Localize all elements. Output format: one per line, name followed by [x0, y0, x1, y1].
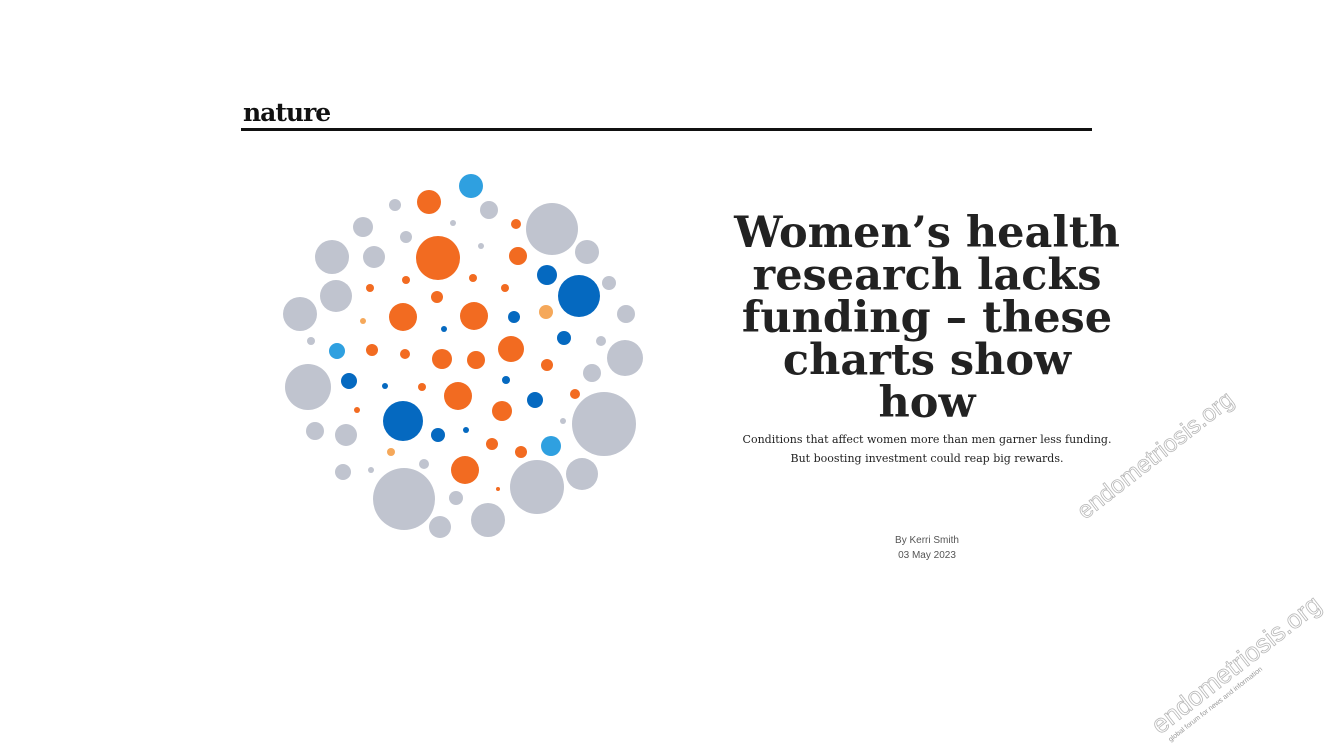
dot — [431, 291, 443, 303]
dot — [541, 359, 553, 371]
dot — [526, 203, 578, 255]
dot — [368, 467, 374, 473]
dot — [566, 458, 598, 490]
dot — [515, 446, 527, 458]
subtitle-line: But boosting investment could reap big r… — [791, 452, 1064, 465]
dot — [460, 302, 488, 330]
dot — [363, 246, 385, 268]
dot — [570, 389, 580, 399]
dot — [602, 276, 616, 290]
dot — [417, 190, 441, 214]
dot — [419, 459, 429, 469]
dot — [463, 427, 469, 433]
dot — [315, 240, 349, 274]
dot — [285, 364, 331, 410]
dot — [527, 392, 543, 408]
header-rule — [241, 128, 1092, 131]
dot — [402, 276, 410, 284]
dot — [509, 247, 527, 265]
dot — [539, 305, 553, 319]
dot — [537, 265, 557, 285]
byline[interactable]: By Kerri Smith — [895, 535, 959, 546]
dot — [366, 344, 378, 356]
dot — [511, 219, 521, 229]
dot — [480, 201, 498, 219]
dot — [307, 337, 315, 345]
dot — [432, 349, 452, 369]
dot — [382, 383, 388, 389]
dot — [471, 503, 505, 537]
dot — [335, 464, 351, 480]
subtitle-line: Conditions that affect women more than m… — [743, 433, 1112, 446]
dot — [431, 428, 445, 442]
dot — [596, 336, 606, 346]
dot — [353, 217, 373, 237]
title-line: funding – these — [742, 293, 1112, 343]
dot — [400, 349, 410, 359]
dot — [617, 305, 635, 323]
dot — [451, 456, 479, 484]
dot — [366, 284, 374, 292]
dot — [583, 364, 601, 382]
dot — [360, 318, 366, 324]
dot — [418, 383, 426, 391]
dot — [558, 275, 600, 317]
dot — [373, 468, 435, 530]
dot — [354, 407, 360, 413]
dot — [283, 297, 317, 331]
dot — [449, 491, 463, 505]
dot — [329, 343, 345, 359]
dot — [560, 418, 566, 424]
dot — [486, 438, 498, 450]
dot — [510, 460, 564, 514]
illustration — [283, 174, 643, 538]
dot — [575, 240, 599, 264]
dot — [383, 401, 423, 441]
title-line: Women’s health — [733, 208, 1120, 258]
dot — [469, 274, 477, 282]
dot — [496, 487, 500, 491]
title-line: charts show — [783, 336, 1072, 386]
brand-logo[interactable]: nature — [243, 98, 331, 127]
dot — [400, 231, 412, 243]
dot — [501, 284, 509, 292]
dot — [389, 199, 401, 211]
dot — [572, 392, 636, 456]
article-subtitle: Conditions that affect women more than m… — [743, 433, 1112, 465]
dot — [607, 340, 643, 376]
dot — [459, 174, 483, 198]
title-line: research lacks — [753, 251, 1102, 301]
dot — [429, 516, 451, 538]
dot — [478, 243, 484, 249]
dot — [502, 376, 510, 384]
dot — [306, 422, 324, 440]
dot — [498, 336, 524, 362]
dot — [416, 236, 460, 280]
dot — [320, 280, 352, 312]
dot — [387, 448, 395, 456]
dot — [541, 436, 561, 456]
dot — [389, 303, 417, 331]
title-line: how — [879, 378, 977, 428]
dot — [467, 351, 485, 369]
dot — [341, 373, 357, 389]
dot — [557, 331, 571, 345]
date: 03 May 2023 — [898, 550, 956, 561]
dot — [335, 424, 357, 446]
dot — [450, 220, 456, 226]
dot — [492, 401, 512, 421]
dot — [441, 326, 447, 332]
dot — [444, 382, 472, 410]
dot — [508, 311, 520, 323]
